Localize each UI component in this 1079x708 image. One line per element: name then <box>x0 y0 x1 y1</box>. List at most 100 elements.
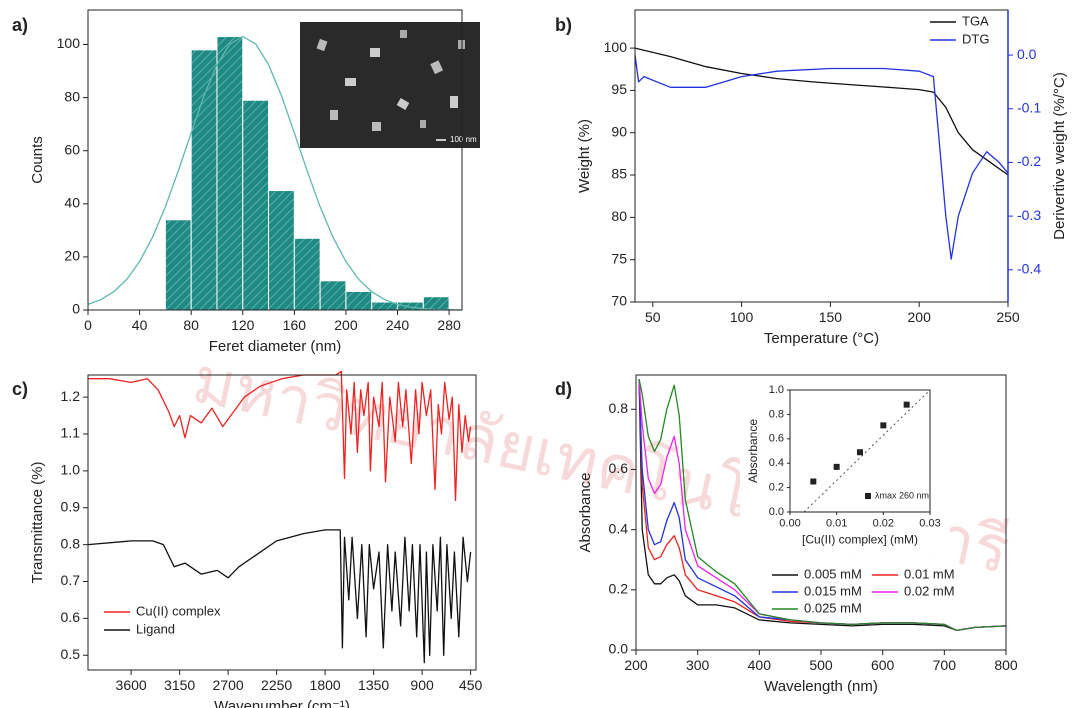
y-axis-label: Absorbance <box>577 472 594 552</box>
x-tick-label: 240 <box>386 317 410 333</box>
sem-inset: 100 nm <box>300 22 480 148</box>
y-tick-label: 85 <box>611 166 627 182</box>
series-line <box>634 47 1009 176</box>
y-tick-label: 0.2 <box>609 581 629 597</box>
x-tick-label: 200 <box>908 309 932 325</box>
legend-label: 0.01 mM <box>904 566 955 581</box>
y-tick-label: 20 <box>64 248 80 264</box>
x-tick-label: 450 <box>459 677 483 693</box>
x-tick-label: 280 <box>437 317 461 333</box>
y-tick-label: 0.8 <box>61 535 81 551</box>
bar <box>190 49 218 311</box>
plot-frame <box>634 9 1009 303</box>
point <box>857 449 863 456</box>
point <box>880 422 887 429</box>
y-tick-label: 70 <box>611 293 627 309</box>
bar <box>242 99 270 311</box>
x-axis-label: Feret diameter (nm) <box>209 338 342 355</box>
point <box>810 478 817 485</box>
y-axis-label: Counts <box>29 136 46 184</box>
x-tick-label: 80 <box>183 317 199 333</box>
scale-bar-label: 100 nm <box>450 135 477 144</box>
y-tick-label: 80 <box>64 88 80 104</box>
y-tick-label: 60 <box>64 141 80 157</box>
point <box>903 401 910 408</box>
y-tick-label: 100 <box>604 39 628 55</box>
y-tick-label: 1.0 <box>769 384 784 396</box>
series-line <box>638 379 1007 632</box>
x-tick-label: 50 <box>645 309 661 325</box>
y-tick-label: 40 <box>64 195 80 211</box>
y-tick-label: 0.6 <box>61 609 81 625</box>
legend-label: 0.015 mM <box>804 583 862 598</box>
x-tick-label: 0.01 <box>826 518 847 530</box>
y2-tick-label: 0.0 <box>1017 46 1037 62</box>
legend-marker <box>865 493 871 499</box>
x-tick-label: 100 <box>730 309 754 325</box>
series-line <box>634 55 1009 260</box>
x-tick-label: 2250 <box>261 677 292 693</box>
y-tick-label: 0.8 <box>769 408 784 420</box>
bar <box>345 290 373 311</box>
legend-label: 0.025 mM <box>804 600 862 615</box>
y-tick-label: 1.1 <box>61 425 81 441</box>
y-tick-label: 0.0 <box>609 641 629 657</box>
chart-panel: 50 100 150 200 250 70 75 80 85 90 95 100 0.0 -0.1 -0.2… <box>555 9 1068 347</box>
y-tick-label: 0.6 <box>769 433 784 445</box>
x-axis-label: [Cu(II) complex] (mM) <box>802 532 918 546</box>
panel-label: b) <box>555 15 572 35</box>
x-tick-label: 1800 <box>310 677 341 693</box>
y2-tick-label: -0.3 <box>1017 207 1041 223</box>
y-tick-label: 0.5 <box>61 646 81 662</box>
y2-tick-label: -0.4 <box>1017 260 1041 276</box>
point <box>833 463 840 470</box>
x-tick-label: 3150 <box>164 677 195 693</box>
plot-frame <box>87 9 463 311</box>
y-tick-label: 0.4 <box>609 520 629 536</box>
x-tick-label: 2700 <box>213 677 244 693</box>
x-tick-label: 40 <box>132 317 148 333</box>
y2-tick-label: -0.1 <box>1017 99 1041 115</box>
chart-panel: 200 300 400 500 600 700 800 0.0 0.2 0.4 0.6 0.8 Wave… <box>555 374 1018 695</box>
x-tick-label: 300 <box>686 657 710 673</box>
legend-label: TGA <box>962 13 989 28</box>
y-axis-label: Transmittance (%) <box>29 462 46 584</box>
x-tick-label: 1350 <box>358 677 389 693</box>
legend-label: 0.02 mM <box>904 583 955 598</box>
x-tick-label: 0.03 <box>919 518 940 530</box>
x-tick-label: 400 <box>748 657 772 673</box>
x-tick-label: 0 <box>84 317 92 333</box>
y-tick-label: 0.2 <box>769 482 784 494</box>
x-axis-label: Temperature (°C) <box>764 330 879 347</box>
x-tick-label: 800 <box>994 657 1018 673</box>
legend-label: λmax 260 nm <box>875 490 929 500</box>
y-tick-label: 90 <box>611 123 627 139</box>
bar <box>422 296 450 311</box>
panel-label: a) <box>12 15 28 35</box>
x-tick-label: 120 <box>231 317 255 333</box>
bar <box>319 280 347 311</box>
legend-label: Ligand <box>136 621 175 636</box>
bar <box>293 237 321 311</box>
x-tick-label: 900 <box>410 677 434 693</box>
y2-tick-label: -0.2 <box>1017 153 1041 169</box>
y-tick-label: 0.9 <box>61 498 81 514</box>
fit-line <box>803 389 931 513</box>
y-tick-label: 95 <box>611 81 627 97</box>
x-tick-label: 200 <box>334 317 358 333</box>
x-tick-label: 0.00 <box>779 518 800 530</box>
x-tick-label: 0.02 <box>873 518 894 530</box>
chart-panel: 0.00 0.01 0.02 0.03 0.0 0.2 0.4 0.6 0.8 1.0 [Cu(II… <box>740 380 950 557</box>
y2-axis-label: Derivertive weight (%/°C) <box>1051 72 1068 240</box>
x-tick-label: 150 <box>819 309 843 325</box>
y-tick-label: 1.0 <box>61 462 81 478</box>
chart-panel: 0 40 80 120 160 200 240 280 0 20 40 60 80 100 Feret di… <box>12 9 463 355</box>
legend-label: Cu(II) complex <box>136 603 221 618</box>
y-tick-label: 80 <box>611 208 627 224</box>
y-axis-label: Absorbance <box>746 419 760 483</box>
y-tick-label: 75 <box>611 250 627 266</box>
y-tick-label: 1.2 <box>61 388 81 404</box>
y-tick-label: 0.8 <box>609 400 629 416</box>
